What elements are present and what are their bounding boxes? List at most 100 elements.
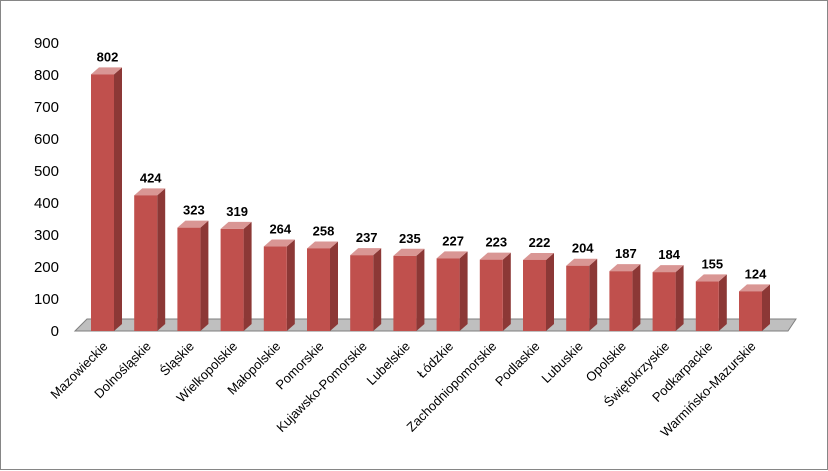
bar — [177, 220, 209, 331]
bars — [91, 67, 770, 332]
bar-side — [330, 241, 338, 331]
y-tick-label: 0 — [51, 323, 59, 340]
bar-front — [177, 227, 201, 331]
bar-front — [263, 246, 287, 331]
data-label: 184 — [658, 247, 680, 262]
data-label: 227 — [442, 233, 464, 248]
bar — [393, 248, 425, 331]
bar-front — [393, 255, 417, 331]
bar — [566, 258, 598, 331]
bar-side — [286, 239, 295, 331]
bar-front — [220, 228, 244, 331]
bar — [739, 284, 770, 331]
bar-front — [350, 255, 374, 331]
y-tick-label: 800 — [34, 67, 59, 84]
x-tick-label: Łódzkie — [414, 339, 456, 381]
data-label: 187 — [615, 246, 637, 261]
data-label: 258 — [313, 223, 335, 238]
bar-side — [243, 221, 252, 331]
bar-top — [307, 241, 338, 249]
bar-front — [479, 259, 503, 331]
y-tick-label: 300 — [34, 227, 59, 244]
data-label: 237 — [356, 230, 378, 245]
bar-top — [479, 252, 511, 260]
bar — [263, 239, 295, 331]
bar-front — [739, 291, 762, 331]
data-label: 264 — [269, 222, 291, 237]
bar — [695, 274, 727, 331]
bar-side — [502, 252, 511, 331]
bar-top — [609, 264, 641, 272]
bar-top — [91, 67, 122, 75]
bar — [350, 248, 382, 331]
bar-front — [566, 265, 590, 331]
bar — [479, 252, 511, 331]
bar-side — [114, 67, 122, 332]
bar — [307, 241, 338, 331]
data-label: 204 — [572, 241, 594, 256]
data-label: 235 — [399, 231, 421, 246]
x-tick-label: Podlaskie — [492, 339, 542, 389]
bar-side — [718, 274, 727, 331]
bar-front — [307, 248, 330, 331]
bar-front — [523, 259, 546, 331]
bar-side — [675, 265, 684, 331]
bar-side — [373, 248, 382, 331]
bar — [609, 264, 641, 331]
data-label: 323 — [183, 203, 205, 218]
bar-top — [393, 248, 425, 256]
bar-top — [220, 221, 252, 229]
bar-side — [200, 220, 209, 331]
bar-top — [134, 188, 166, 196]
data-label: 222 — [529, 235, 551, 250]
data-label: 424 — [140, 170, 162, 185]
x-tick-label: Lubuskie — [538, 339, 585, 386]
bar-top — [263, 239, 295, 247]
bar-side — [762, 284, 770, 331]
bar-side — [459, 251, 468, 331]
bar-top — [436, 251, 468, 259]
bar-top — [739, 284, 770, 292]
bar-top — [177, 220, 209, 228]
bar-side — [589, 258, 598, 331]
y-tick-label: 900 — [34, 35, 59, 52]
bar-side — [157, 188, 166, 331]
bar-top — [566, 258, 598, 266]
bar — [134, 188, 166, 331]
bar — [652, 265, 684, 331]
bar-top — [350, 248, 382, 256]
y-tick-label: 700 — [34, 99, 59, 116]
bar — [91, 67, 122, 332]
data-labels: 802 424 323 319 264 258 237 235 227 223 222 204 187 1… — [97, 49, 767, 281]
bar-top — [652, 265, 684, 273]
data-label: 124 — [745, 266, 767, 281]
bar — [436, 251, 468, 331]
bar-front — [652, 272, 676, 331]
x-tick-label: Lubelskie — [364, 339, 413, 388]
y-tick-label: 100 — [34, 291, 59, 308]
bar — [523, 252, 554, 331]
bar-top — [695, 274, 727, 282]
data-label: 802 — [97, 49, 119, 64]
bar-front — [695, 281, 719, 331]
data-label: 155 — [701, 256, 723, 271]
x-tick-label: Śląskie — [157, 339, 197, 379]
y-tick-label: 500 — [34, 163, 59, 180]
data-label: 319 — [226, 204, 248, 219]
data-label: 223 — [485, 235, 507, 250]
bar-front — [91, 74, 114, 332]
bar-side — [632, 264, 641, 331]
y-axis: 0 100 200 300 400 500 600 700 800 900 — [34, 35, 59, 340]
bar-top — [523, 252, 554, 260]
bar — [220, 221, 252, 331]
bar-front — [436, 258, 460, 331]
y-tick-label: 600 — [34, 131, 59, 148]
bar-front — [609, 271, 633, 331]
bar-side — [416, 248, 425, 331]
y-tick-label: 200 — [34, 259, 59, 276]
y-tick-label: 400 — [34, 195, 59, 212]
bar-front — [134, 195, 158, 331]
